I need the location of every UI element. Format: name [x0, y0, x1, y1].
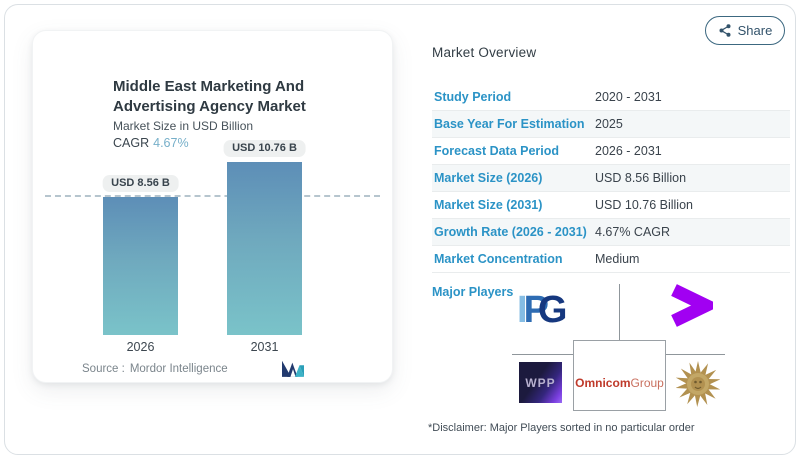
omnicom-group-logo: OmnicomGroup: [574, 376, 665, 390]
row-label: Market Size (2026): [434, 171, 543, 185]
omnicom-logo-regular-text: Group: [630, 376, 664, 390]
cagr-line: CAGR 4.67%: [113, 136, 189, 150]
players-tree-horizontal-line-right: [666, 354, 725, 355]
reference-dashed-line: [45, 195, 380, 197]
overview-table: Study Period 2020 - 2031 Base Year For E…: [432, 84, 790, 273]
source-label: Source :: [82, 363, 125, 375]
disclaimer-text: *Disclaimer: Major Players sorted in no …: [428, 422, 695, 434]
row-label: Market Concentration: [434, 252, 563, 266]
share-button[interactable]: Share: [705, 16, 785, 45]
share-button-label: Share: [737, 23, 773, 38]
row-value: 2020 - 2031: [595, 90, 662, 104]
table-row: Base Year For Estimation 2025: [432, 111, 790, 138]
bar-value-label-2031: USD 10.76 B: [223, 140, 306, 157]
table-row: Study Period 2020 - 2031: [432, 84, 790, 111]
source-line: Source : Mordor Intelligence: [82, 363, 228, 375]
row-label: Growth Rate (2026 - 2031): [434, 225, 587, 239]
row-label: Forecast Data Period: [434, 144, 560, 158]
publicis-lion-logo: [676, 361, 720, 407]
cagr-value: 4.67%: [153, 136, 189, 150]
wpp-logo: WPP: [519, 362, 562, 403]
ipg-letter-g: G: [537, 289, 567, 331]
x-axis-labels: 2026 2031: [45, 340, 380, 356]
omnicom-logo-bold-text: Omnicom: [575, 376, 631, 390]
table-row: Growth Rate (2026 - 2031) 4.67% CAGR: [432, 219, 790, 246]
x-axis-label-2026: 2026: [126, 340, 155, 354]
bar-value-label-2026: USD 8.56 B: [102, 175, 179, 192]
bar-column-2026: USD 8.56 B: [102, 160, 179, 335]
share-icon: [719, 24, 731, 37]
mordor-intelligence-logo: [282, 360, 304, 377]
x-axis-label-2031: 2031: [250, 340, 279, 354]
bar-2031: [227, 162, 302, 335]
market-overview-heading: Market Overview: [432, 45, 537, 60]
players-tree-center-box: [573, 340, 666, 411]
ipg-letter-i: I: [517, 289, 527, 331]
row-label: Study Period: [434, 90, 512, 104]
plot-area: USD 8.56 B USD 10.76 B: [45, 140, 380, 335]
row-value: USD 8.56 Billion: [595, 171, 687, 185]
table-row: Forecast Data Period 2026 - 2031: [432, 138, 790, 165]
source-value: Mordor Intelligence: [129, 363, 228, 375]
bar-column-2031: USD 10.76 B: [223, 140, 306, 335]
players-tree-horizontal-line-left: [512, 354, 573, 355]
wpp-logo-text: WPP: [525, 375, 556, 390]
bar-2026: [103, 197, 178, 335]
table-row: Market Size (2026) USD 8.56 Billion: [432, 165, 790, 192]
accenture-chevron-logo: [671, 284, 713, 327]
row-label: Base Year For Estimation: [434, 117, 585, 131]
table-row: Market Concentration Medium: [432, 246, 790, 273]
row-value: 4.67% CAGR: [595, 225, 671, 239]
major-players-label: Major Players: [432, 285, 514, 299]
row-value: USD 10.76 Billion: [595, 198, 693, 212]
row-value: 2026 - 2031: [595, 144, 662, 158]
row-value: 2025: [595, 117, 623, 131]
ipg-logo: IPG: [517, 289, 567, 331]
row-label: Market Size (2031): [434, 198, 543, 212]
chart-card: Middle East Marketing And Advertising Ag…: [32, 30, 393, 383]
chart-title: Middle East Marketing And Advertising Ag…: [113, 78, 306, 115]
players-tree-vertical-line: [619, 284, 620, 340]
cagr-label: CAGR: [113, 136, 150, 150]
chart-subtitle: Market Size in USD Billion: [113, 119, 254, 133]
ipg-letter-p: P: [523, 289, 549, 331]
row-value: Medium: [595, 252, 640, 266]
table-row: Market Size (2031) USD 10.76 Billion: [432, 192, 790, 219]
